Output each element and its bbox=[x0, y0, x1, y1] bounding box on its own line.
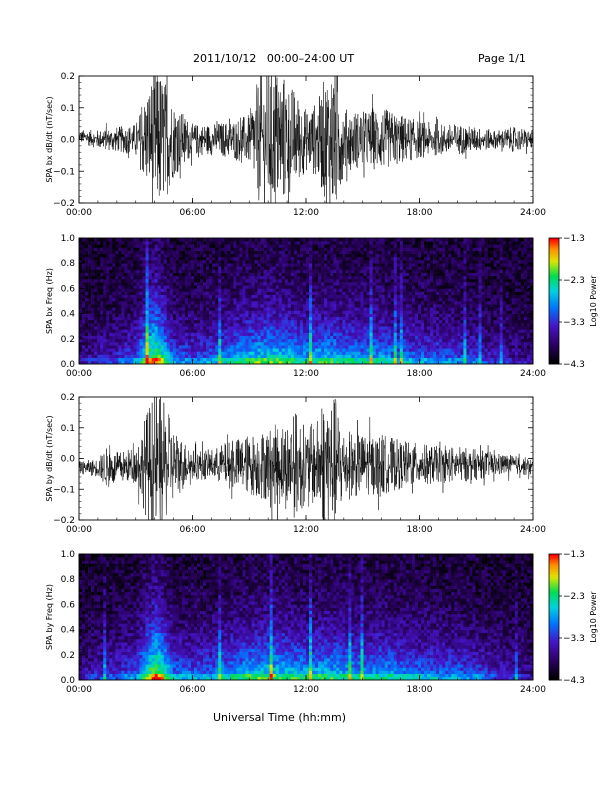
x-tick-label: 18:00 bbox=[407, 685, 433, 695]
y-tick-label: 0.1 bbox=[61, 104, 75, 114]
y-tick-label: 0.4 bbox=[61, 626, 76, 636]
x-tick-label: 06:00 bbox=[180, 685, 206, 695]
waveform-trace bbox=[79, 76, 533, 203]
x-tick-label: 06:00 bbox=[180, 369, 206, 379]
colorbar-frame bbox=[548, 553, 560, 681]
y-tick-label: 0.2 bbox=[61, 335, 75, 345]
y-tick-label: 0.8 bbox=[61, 259, 76, 269]
x-tick-label: 24:00 bbox=[520, 369, 546, 379]
y-tick-label: 0.6 bbox=[61, 284, 76, 294]
x-tick-label: 18:00 bbox=[407, 369, 433, 379]
x-tick-label: 00:00 bbox=[66, 369, 92, 379]
y-axis-label: SPA bx Freq (Hz) bbox=[45, 268, 54, 334]
x-tick-label: 12:00 bbox=[293, 208, 319, 218]
y-tick-label: −0.2 bbox=[53, 516, 75, 526]
colorbar-frame bbox=[548, 237, 560, 365]
y-tick-label: 0.2 bbox=[61, 393, 75, 403]
x-tick-label: 18:00 bbox=[407, 525, 433, 535]
colorbar-tick-label: −2.3 bbox=[563, 276, 585, 286]
y-tick-label: −0.1 bbox=[53, 167, 75, 177]
x-tick-label: 18:00 bbox=[407, 208, 433, 218]
waveform-trace bbox=[79, 397, 533, 520]
y-axis-label: SPA by dB/dt (nT/sec) bbox=[45, 415, 54, 501]
plot-title: 2011/10/12 00:00–24:00 UT bbox=[193, 52, 355, 65]
y-tick-label: 0.0 bbox=[61, 455, 76, 465]
x-tick-label: 24:00 bbox=[520, 685, 546, 695]
y-tick-label: 0.8 bbox=[61, 575, 76, 585]
colorbar-tick-label: −4.3 bbox=[563, 676, 585, 686]
y-tick-label: 0.1 bbox=[61, 424, 75, 434]
y-tick-label: 0.0 bbox=[61, 676, 76, 686]
colorbar-tick-label: −3.3 bbox=[563, 634, 585, 644]
colorbar-tick-label: −4.3 bbox=[563, 360, 585, 370]
x-tick-label: 00:00 bbox=[66, 208, 92, 218]
colorbar-tick-label: −1.3 bbox=[563, 550, 585, 560]
y-tick-label: 1.0 bbox=[61, 234, 76, 244]
y-tick-label: 0.0 bbox=[61, 136, 76, 146]
colorbar-label: Log10 Power bbox=[589, 275, 598, 327]
x-tick-label: 24:00 bbox=[520, 208, 546, 218]
y-tick-label: −0.2 bbox=[53, 199, 75, 209]
y-tick-label: 0.0 bbox=[61, 360, 76, 370]
spectrogram-cells bbox=[79, 554, 534, 681]
x-tick-label: 12:00 bbox=[293, 525, 319, 535]
colorbar-tick-label: −3.3 bbox=[563, 318, 585, 328]
spectrogram-cells bbox=[79, 238, 534, 365]
x-tick-label: 06:00 bbox=[180, 525, 206, 535]
y-axis-label: SPA by Freq (Hz) bbox=[45, 584, 54, 650]
x-tick-label: 00:00 bbox=[66, 525, 92, 535]
x-tick-label: 00:00 bbox=[66, 685, 92, 695]
x-tick-label: 12:00 bbox=[293, 369, 319, 379]
y-tick-label: −0.1 bbox=[53, 485, 75, 495]
y-tick-label: 0.4 bbox=[61, 310, 76, 320]
colorbar-tick-label: −1.3 bbox=[563, 234, 585, 244]
y-tick-label: 0.6 bbox=[61, 600, 76, 610]
page-number: Page 1/1 bbox=[478, 52, 526, 65]
y-axis-label: SPA bx dB/dt (nT/sec) bbox=[45, 96, 54, 182]
colorbar bbox=[549, 554, 559, 681]
y-tick-label: 0.2 bbox=[61, 72, 75, 82]
colorbar bbox=[549, 238, 559, 365]
x-tick-label: 06:00 bbox=[180, 208, 206, 218]
colorbar-label: Log10 Power bbox=[589, 591, 598, 643]
x-tick-label: 12:00 bbox=[293, 685, 319, 695]
y-tick-label: 1.0 bbox=[61, 550, 76, 560]
y-tick-label: 0.2 bbox=[61, 651, 75, 661]
x-axis-title: Universal Time (hh:mm) bbox=[213, 711, 346, 724]
x-tick-label: 24:00 bbox=[520, 525, 546, 535]
colorbar-tick-label: −2.3 bbox=[563, 592, 585, 602]
